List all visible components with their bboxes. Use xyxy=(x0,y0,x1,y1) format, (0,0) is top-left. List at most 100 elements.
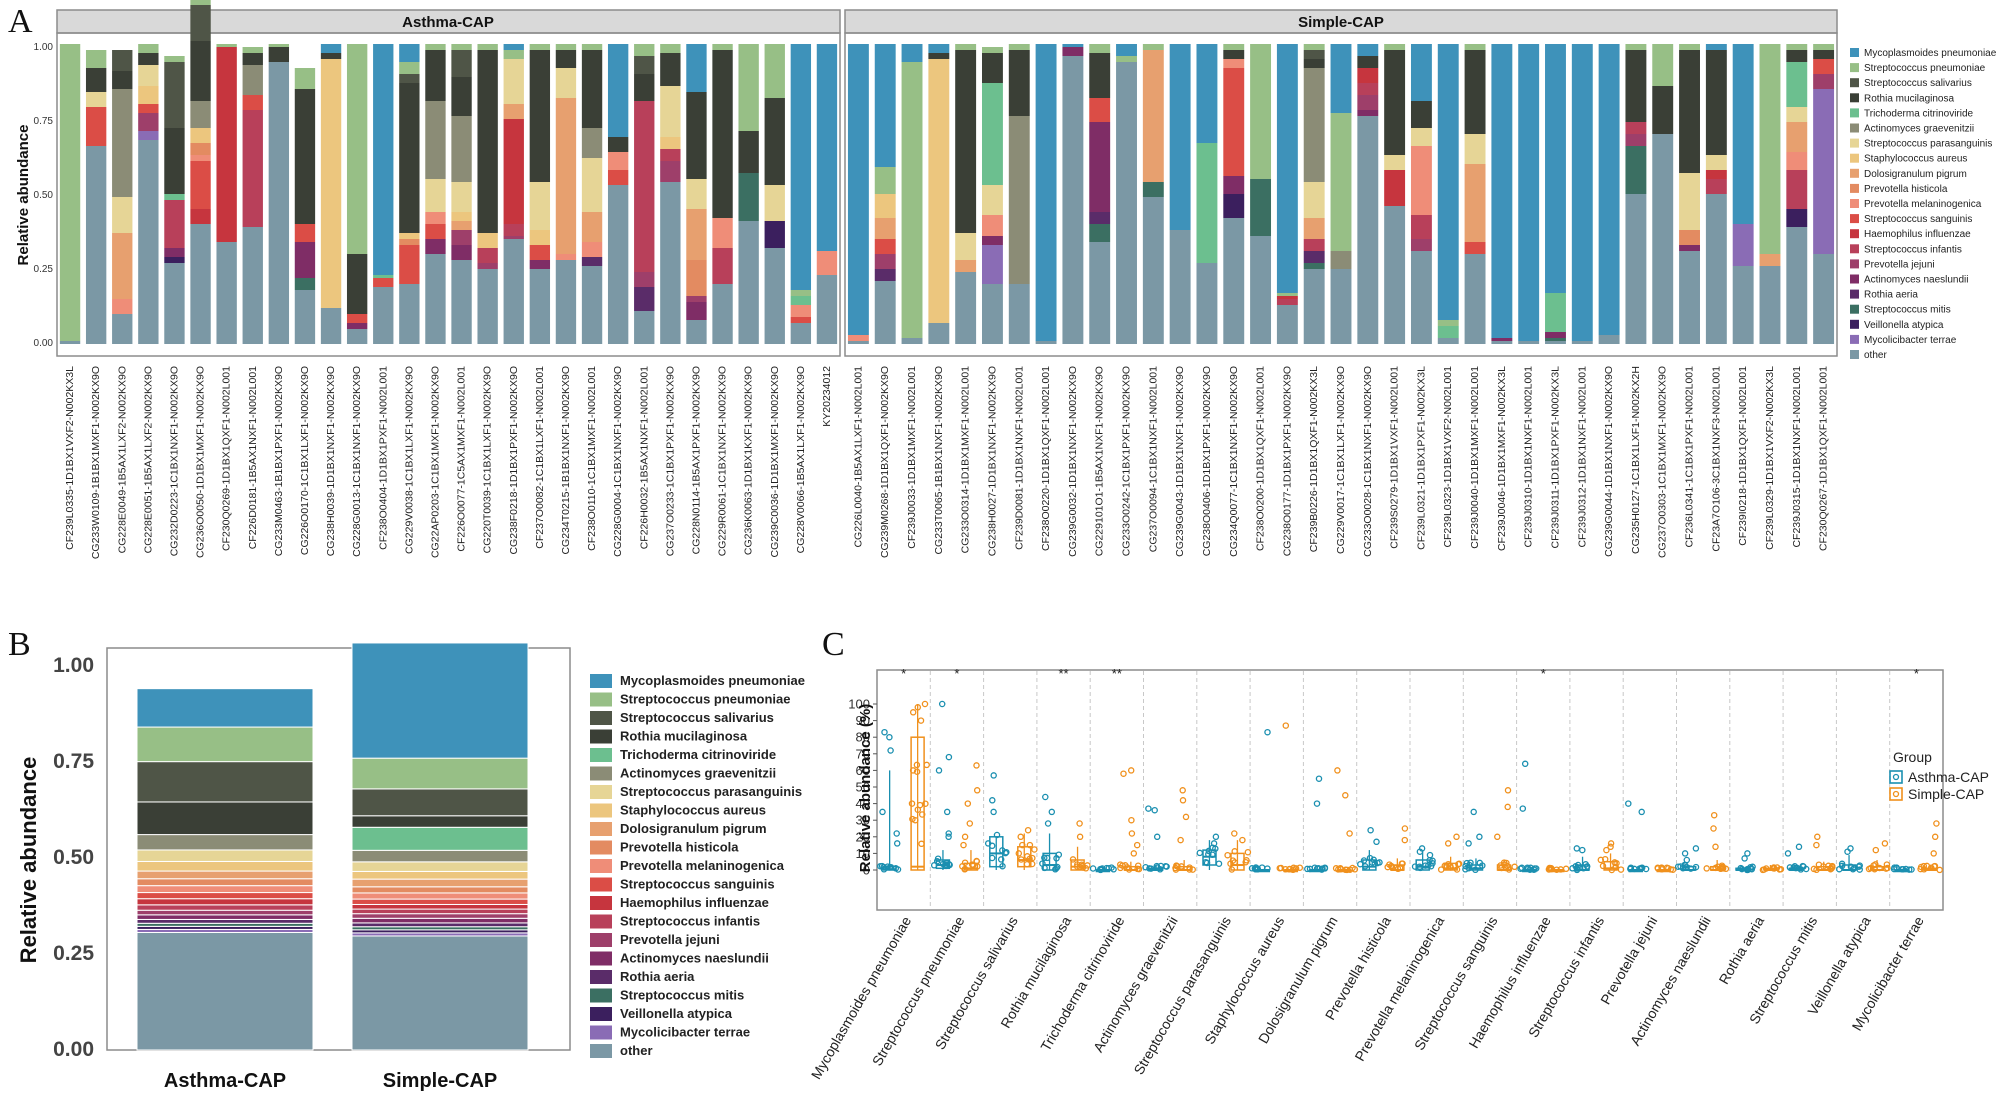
data-point xyxy=(1110,866,1117,873)
outlier-point xyxy=(1401,825,1409,832)
bar-segment-streptococcus-salivarius xyxy=(164,62,185,128)
bar-segment-streptococcus-mitis xyxy=(1089,224,1111,242)
bar-segment-streptococcus-pneumoniae xyxy=(955,44,977,50)
bar-segment-mycoplasmoides-pneumoniae xyxy=(1545,44,1566,293)
bar-segment-streptococcus-mitis xyxy=(1250,179,1272,236)
legend-swatch-actinomyces-naeslundii xyxy=(1850,274,1859,284)
significance-marker: * xyxy=(901,666,906,681)
bar-segment-other xyxy=(1357,116,1379,344)
x-category-label: Simple-CAP xyxy=(383,1070,497,1092)
legend-label-streptococcus-sanguinis: Streptococcus sanguinis xyxy=(620,877,775,892)
facet-title-simple: Simple-CAP xyxy=(1298,14,1384,31)
outlier-point xyxy=(1128,816,1135,824)
data-point xyxy=(923,761,930,769)
sample-label: CF226H0032-1B5AX1NXF1-N002L001 xyxy=(638,366,650,549)
sample-label: CF226D0181-1B5AX1NXF1-N002L001 xyxy=(247,366,259,549)
sample-label: CF226O0077-1C5AX1MXF1-N002L001 xyxy=(456,366,468,552)
outlier-point xyxy=(1239,836,1246,844)
sample-label: CG228E0049-1B5AX1LXF2-N002KX9O xyxy=(116,366,128,553)
y-tick-label: 30 xyxy=(856,813,870,828)
bar-segment-rothia-mucilaginosa xyxy=(112,71,133,89)
bar-segment-streptococcus-sanguinis xyxy=(346,314,368,323)
sample-label: CF239J0310-1D1BX1NXF1-N002L001 xyxy=(1523,366,1535,548)
legend-label-dolosigranulum-pigrum: Dolosigranulum pigrum xyxy=(1864,169,1967,180)
data-point xyxy=(1703,865,1710,872)
bar-segment-actinomyces-naeslundii xyxy=(1545,332,1566,338)
outlier-point xyxy=(966,820,974,827)
sample-label: CF238O0200-1D1BX1QXF1-N002L001 xyxy=(1255,366,1267,551)
outlier-point xyxy=(1212,833,1220,841)
legend-label-mycoplasmoides-pneumoniae: Mycoplasmoides pneumoniae xyxy=(1864,48,1997,59)
outlier-point xyxy=(973,787,981,794)
y-tick-label: 1.00 xyxy=(34,42,54,53)
bar-segment-mycolicibacter-terrae xyxy=(1813,89,1835,254)
data-point xyxy=(1296,864,1304,871)
bar-segment-staphylococcus-aureus xyxy=(477,233,498,248)
bar-segment-streptococcus-sanguinis xyxy=(373,278,394,287)
bar-segment-streptococcus-pneumoniae xyxy=(503,50,524,59)
bar-segment-mycoplasmoides-pneumoniae xyxy=(1116,44,1137,56)
y-tick-label: 80 xyxy=(856,730,870,745)
bar-segment-actinomyces-naeslundii xyxy=(346,323,368,329)
bar-segment-other xyxy=(399,284,420,344)
bar-segment-streptococcus-pneumoniae xyxy=(164,56,185,62)
bar-segment-streptococcus-sanguinis xyxy=(607,170,629,185)
bar-segment-streptococcus-sanguinis xyxy=(242,95,263,110)
sample-label: CF239J0311-1D1BX1PXF1-N002KX3L xyxy=(1550,366,1562,549)
bar-segment-rothia-mucilaginosa xyxy=(399,83,420,233)
data-point xyxy=(1028,860,1036,868)
bar-segment-actinomyces-graevenitzii xyxy=(242,65,263,95)
bar-segment-streptococcus-pneumoniae xyxy=(1679,44,1700,50)
legend-label-streptococcus-parasanguinis: Streptococcus parasanguinis xyxy=(620,784,802,799)
bar-segment-rothia-aeria xyxy=(581,257,603,266)
bar-segment-haemophilus-influenzae xyxy=(1384,170,1406,206)
bar-segment-other xyxy=(1518,341,1540,344)
bars-b xyxy=(136,642,529,1051)
bar-segment-other xyxy=(136,932,314,1051)
sample-label: CG239C0036-1D1BX1MXF1-N002KX9O xyxy=(769,366,781,557)
bar-segment-mycoplasmoides-pneumoniae xyxy=(1035,44,1057,341)
bar-segment-mycolicibacter-terrae xyxy=(1732,224,1754,266)
bar-segment-other xyxy=(555,260,577,344)
bar-segment-other xyxy=(874,281,896,344)
data-point xyxy=(1517,865,1524,872)
legend-key-asthma xyxy=(1889,770,1903,784)
bar-segment-streptococcus-pneumoniae xyxy=(1759,44,1781,254)
bar-segment-haemophilus-influenzae xyxy=(1705,170,1727,179)
bar-segment-other xyxy=(581,266,603,344)
outlier-point xyxy=(1151,806,1158,814)
bar-segment-other xyxy=(59,341,81,344)
data-point xyxy=(1357,860,1364,868)
bar-segment-streptococcus-pneumoniae xyxy=(294,68,316,89)
sample-label: CG238F0218-1D1BX1PXF1-N002KX9O xyxy=(508,366,520,555)
sample-label: CG233O0028-1C1BX1NXF1-N002KX9O xyxy=(1362,366,1374,557)
bar-segment-veillonella-atypica xyxy=(764,221,785,248)
outlier-point xyxy=(1133,841,1141,849)
legend-label-streptococcus-salivarius: Streptococcus salivarius xyxy=(620,710,774,725)
outlier-point xyxy=(1692,845,1700,852)
outlier-point xyxy=(1521,760,1529,768)
legend-swatch-rothia-aeria xyxy=(590,970,612,984)
bar-segment-rothia-mucilaginosa xyxy=(425,50,446,101)
legend-key-simple xyxy=(1889,787,1903,801)
bar-segment-streptococcus-infantis xyxy=(634,101,655,272)
bar-segment-other xyxy=(1410,251,1432,344)
panel-label-c: C xyxy=(822,626,845,663)
legend-label-prevotella-histicola: Prevotella histicola xyxy=(1864,184,1948,195)
bar-segment-staphylococcus-aureus xyxy=(190,128,211,143)
bar-segment-streptococcus-pneumoniae xyxy=(1464,44,1486,50)
outlier-point xyxy=(1177,836,1184,844)
data-point xyxy=(1117,864,1124,872)
bar-segment-actinomyces-naeslundii xyxy=(1679,245,1700,251)
bar-segment-prevotella-jejuni xyxy=(138,113,159,131)
legend-label-streptococcus-salivarius: Streptococcus salivarius xyxy=(1864,78,1972,89)
y-axis-label-a: Relative abundance xyxy=(15,125,32,266)
bar-segment-rothia-aeria xyxy=(874,269,896,281)
bar-segment-other xyxy=(686,320,707,344)
sample-label: CF239I0218-1D1BX1QXF1-N002L001 xyxy=(1737,366,1749,546)
bar-segment-other xyxy=(607,185,629,344)
legend-label-prevotella-jejuni: Prevotella jejuni xyxy=(1864,259,1935,270)
bar-segment-dolosigranulum-pigrum xyxy=(1786,122,1808,152)
outlier-point xyxy=(1519,805,1527,812)
